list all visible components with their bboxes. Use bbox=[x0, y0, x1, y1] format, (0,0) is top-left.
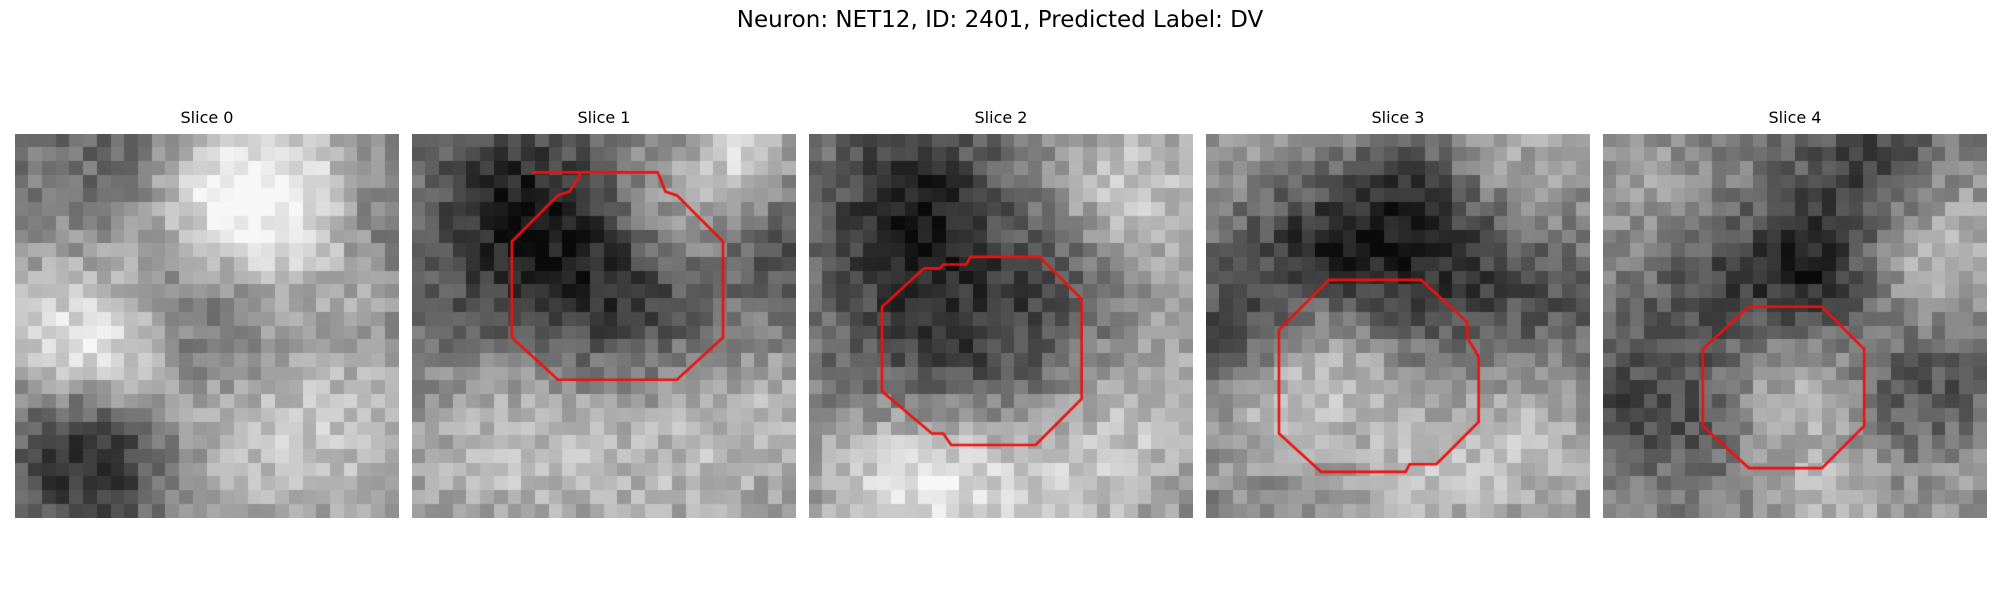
slice-image bbox=[412, 134, 796, 518]
slice-title: Slice 0 bbox=[180, 108, 234, 127]
slice-image bbox=[1603, 134, 1987, 518]
slice-title: Slice 2 bbox=[974, 108, 1028, 127]
slice-panel-1: Slice 1 bbox=[412, 108, 796, 518]
slice-panel-2: Slice 2 bbox=[809, 108, 1193, 518]
slice-title: Slice 3 bbox=[1371, 108, 1425, 127]
slice-image bbox=[15, 134, 399, 518]
slice-image bbox=[809, 134, 1193, 518]
slice-title: Slice 1 bbox=[577, 108, 631, 127]
slice-panel-0: Slice 0 bbox=[15, 108, 399, 518]
slice-image bbox=[1206, 134, 1590, 518]
slice-panel-3: Slice 3 bbox=[1206, 108, 1590, 518]
slice-panel-4: Slice 4 bbox=[1603, 108, 1987, 518]
figure-title: Neuron: NET12, ID: 2401, Predicted Label… bbox=[736, 7, 1264, 33]
slice-title: Slice 4 bbox=[1768, 108, 1822, 127]
